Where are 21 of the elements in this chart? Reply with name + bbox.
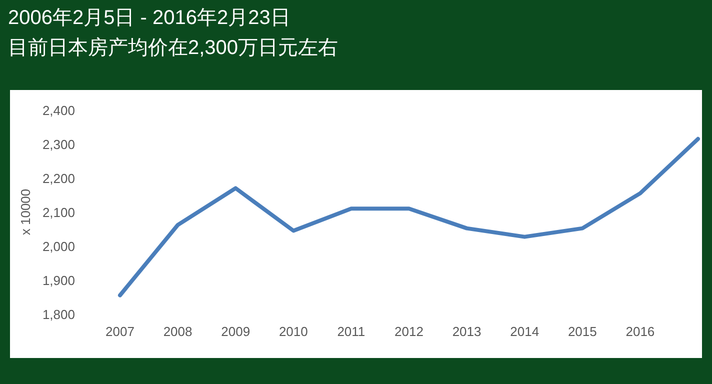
chart-subtitle: 目前日本房产均价在2,300万日元左右 [8,37,338,59]
chart-title: 2006年2月5日 - 2016年2月23日 [8,7,290,29]
y-tick-label: 2,200 [42,171,75,186]
x-tick-label: 2013 [452,324,482,339]
x-tick-label: 2016 [626,324,655,339]
x-tick-label: 2012 [394,324,424,339]
y-tick-label: 2,400 [42,103,75,118]
y-tick-label: 1,900 [42,273,75,288]
y-tick-label: 2,000 [42,239,75,254]
y-tick-label: 2,100 [42,205,75,220]
x-tick-label: 2011 [337,324,366,339]
x-tick-label: 2015 [568,324,597,339]
x-tick-label: 2008 [163,324,192,339]
x-tick-label: 2009 [221,324,250,339]
x-tick-label: 2010 [278,324,308,339]
y-axis-title: x 10000 [18,188,33,236]
x-tick-label: 2007 [106,324,134,339]
line-series [118,136,700,298]
y-tick-label: 2,300 [42,137,75,152]
y-tick-label: 1,800 [42,307,75,322]
x-tick-label: 2014 [510,324,540,339]
